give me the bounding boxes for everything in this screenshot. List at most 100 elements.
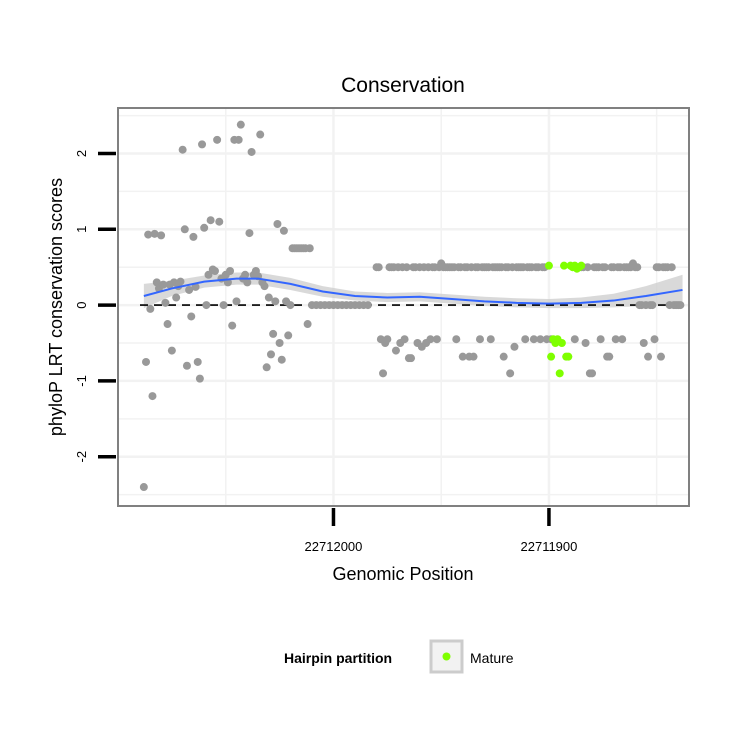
data-point — [383, 335, 392, 344]
data-point — [303, 320, 312, 329]
data-point — [260, 282, 269, 291]
data-point — [210, 266, 219, 275]
legend-key-dot — [442, 652, 451, 661]
data-point — [148, 392, 157, 401]
data-point — [400, 335, 409, 344]
data-point — [277, 355, 286, 364]
data-point — [161, 298, 170, 307]
data-point — [581, 339, 590, 348]
data-point-mature — [557, 339, 566, 348]
data-point-mature — [555, 369, 564, 378]
data-point — [150, 229, 159, 238]
data-point — [245, 229, 254, 238]
data-point — [204, 270, 213, 279]
data-point — [644, 352, 653, 361]
data-point — [232, 297, 241, 306]
data-point — [596, 335, 605, 344]
data-point — [176, 277, 185, 286]
data-point — [611, 335, 620, 344]
data-point — [152, 278, 161, 287]
x-axis-label: Genomic Position — [332, 564, 473, 584]
data-point — [506, 369, 515, 378]
data-point — [200, 223, 209, 232]
data-point — [189, 232, 198, 241]
data-point — [157, 231, 166, 240]
data-point — [469, 352, 478, 361]
data-point — [391, 346, 400, 355]
data-point-mature — [547, 352, 556, 361]
legend-title: Hairpin partition — [284, 650, 392, 666]
data-point — [266, 350, 275, 359]
data-point — [486, 335, 495, 344]
data-point-mature — [560, 261, 569, 270]
data-point — [144, 230, 153, 239]
data-point — [191, 282, 200, 291]
data-point — [379, 369, 388, 378]
data-point — [273, 219, 282, 228]
data-point — [426, 335, 435, 344]
data-point — [234, 135, 243, 144]
plot-frame — [117, 107, 690, 507]
data-point — [195, 374, 204, 383]
data-point — [142, 357, 151, 366]
smooth-curve-layer — [143, 277, 683, 305]
data-point — [305, 244, 314, 253]
data-point — [187, 312, 196, 321]
data-point — [178, 145, 187, 154]
data-point-mature — [544, 261, 553, 270]
data-point — [262, 363, 271, 372]
chart-title: Conservation — [341, 74, 465, 97]
y-tick-label: 2 — [74, 150, 89, 157]
data-point — [284, 331, 293, 340]
data-point — [226, 266, 235, 275]
data-point-mature — [577, 261, 586, 270]
data-point — [269, 329, 278, 338]
data-point — [402, 263, 411, 272]
y-axis-ticks: -2 -1 0 1 2 — [74, 150, 116, 463]
data-point-mature — [564, 352, 573, 361]
data-point — [656, 352, 665, 361]
data-point — [452, 335, 461, 344]
data-point — [213, 135, 222, 144]
y-axis-label: phyloP LRT conservation scores — [46, 178, 66, 436]
data-point — [264, 293, 273, 302]
data-point — [521, 335, 530, 344]
data-point — [198, 140, 207, 149]
data-point — [236, 120, 245, 129]
legend: Hairpin partition Mature — [284, 639, 514, 674]
legend-label-mature: Mature — [470, 650, 514, 666]
y-tick-label: -2 — [74, 451, 89, 463]
x-tick-label: 22712000 — [305, 539, 363, 554]
y-tick-label: -1 — [74, 375, 89, 387]
x-axis-ticks: 22712000 22711900 — [305, 508, 577, 554]
data-point — [650, 335, 659, 344]
data-point — [583, 263, 592, 272]
data-point — [167, 346, 176, 355]
data-point — [286, 301, 295, 310]
data-point — [536, 335, 545, 344]
data-point — [163, 320, 172, 329]
data-point — [139, 483, 148, 492]
data-point — [219, 301, 228, 310]
data-point — [363, 301, 372, 310]
data-point — [180, 225, 189, 234]
data-point — [648, 301, 657, 310]
smooth-curve — [143, 277, 683, 305]
data-point — [256, 130, 265, 139]
data-point — [570, 335, 579, 344]
data-point — [159, 280, 168, 289]
data-point — [407, 354, 416, 363]
data-point — [458, 352, 467, 361]
data-point — [247, 147, 256, 156]
data-point — [182, 361, 191, 370]
points-layer — [139, 120, 685, 492]
data-point — [499, 352, 508, 361]
data-point — [529, 335, 538, 344]
data-point — [215, 217, 224, 226]
data-point — [206, 216, 215, 225]
data-point — [193, 357, 202, 366]
data-point — [633, 263, 642, 272]
data-point — [185, 285, 194, 294]
data-point — [676, 301, 685, 310]
